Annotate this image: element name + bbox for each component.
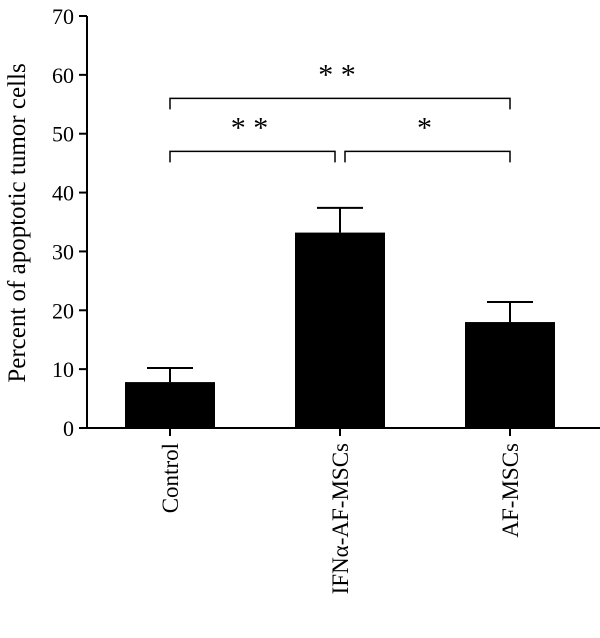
significance-label: * * [318, 58, 356, 91]
y-axis: 0 10 20 30 40 50 60 70 [52, 4, 88, 441]
y-tick-label: 50 [52, 122, 74, 147]
bar [125, 382, 215, 428]
bars [125, 206, 555, 428]
y-tick-label: 10 [52, 357, 74, 382]
significance-bracket [344, 150, 511, 163]
bar [295, 232, 385, 428]
y-tick-label: 0 [63, 416, 74, 441]
significance-bracket [169, 97, 511, 110]
significance-bracket [169, 150, 336, 163]
y-tick-label: 30 [52, 239, 74, 264]
y-axis-title: Percent of apoptotic tumor cells [4, 63, 31, 382]
bar [465, 322, 555, 428]
x-tick-label: AF-MSCs [498, 443, 523, 538]
y-tick-label: 40 [52, 181, 74, 206]
x-tick-label: IFNα-AF-MSCs [328, 443, 353, 594]
y-tick-label: 20 [52, 298, 74, 323]
significance-brackets: * * * * * [169, 58, 511, 163]
significance-label: * [417, 111, 432, 144]
y-tick-label: 60 [52, 63, 74, 88]
x-axis: Control IFNα-AF-MSCs AF-MSCs [87, 427, 600, 594]
x-tick-label: Control [158, 443, 183, 513]
significance-label: * * [231, 111, 269, 144]
y-tick-label: 70 [52, 4, 74, 29]
